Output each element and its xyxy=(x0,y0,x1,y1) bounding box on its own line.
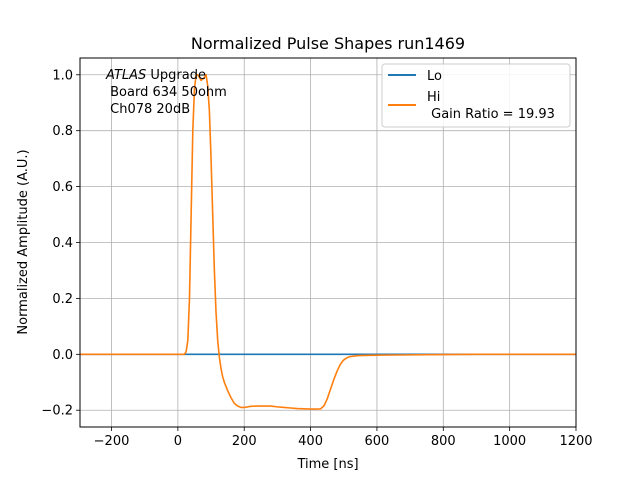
y-tick-label: 0.6 xyxy=(52,180,73,195)
legend-label-lo: Lo xyxy=(427,69,442,84)
annotation-line-3: Ch078 20dB xyxy=(106,102,190,117)
y-tick-label: 0.0 xyxy=(52,348,73,363)
x-tick-label: −200 xyxy=(94,434,130,449)
x-axis-ticks: −200 0 200 400 600 800 1000 1200 xyxy=(94,427,593,449)
y-tick-label: 1.0 xyxy=(52,68,73,83)
x-axis-label: Time [ns] xyxy=(296,457,358,472)
legend: Lo Hi Gain Ratio = 19.93 xyxy=(381,63,571,128)
atlas-label: ATLAS xyxy=(105,68,146,83)
x-tick-label: 200 xyxy=(232,434,257,449)
y-axis-ticks: −0.2 0.0 0.2 0.4 0.6 0.8 1.0 xyxy=(41,68,80,419)
x-tick-label: 1000 xyxy=(493,434,526,449)
x-tick-label: 0 xyxy=(174,434,182,449)
y-tick-label: −0.2 xyxy=(41,404,73,419)
y-axis-label: Normalized Amplitude (A.U.) xyxy=(16,149,31,334)
chart-title: Normalized Pulse Shapes run1469 xyxy=(191,34,465,53)
x-tick-label: 800 xyxy=(431,434,456,449)
y-tick-label: 0.8 xyxy=(52,124,73,139)
y-tick-label: 0.2 xyxy=(52,292,73,307)
series-line-hi xyxy=(80,73,576,410)
legend-box xyxy=(381,63,571,128)
legend-gain-ratio: Gain Ratio = 19.93 xyxy=(427,107,555,122)
x-tick-label: 1200 xyxy=(559,434,592,449)
x-tick-label: 600 xyxy=(365,434,390,449)
series-layer xyxy=(80,73,576,410)
upgrade-label: Upgrade xyxy=(146,68,206,83)
legend-label-hi: Hi xyxy=(427,90,440,105)
x-tick-label: 400 xyxy=(298,434,323,449)
y-tick-label: 0.4 xyxy=(52,236,73,251)
annotation-line-2: Board 634 50ohm xyxy=(106,85,227,100)
annotation-block: ATLAS Upgrade Board 634 50ohm Ch078 20dB xyxy=(105,68,227,117)
annotation-line-1: ATLAS Upgrade xyxy=(105,68,206,83)
